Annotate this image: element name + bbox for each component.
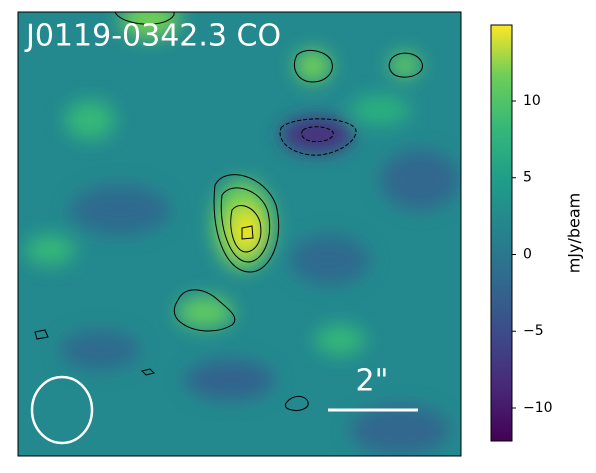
map-frame (17, 11, 462, 457)
colorbar (490, 24, 513, 442)
scale-bar-label: 2" (356, 364, 389, 399)
colorbar-tick-label: 10 (523, 93, 541, 109)
colorbar-tick-label: −10 (523, 400, 553, 416)
colorbar-tick-label: 5 (523, 170, 532, 186)
colorbar-label: mJy/beam (565, 193, 584, 274)
chart-title: J0119-0342.3 CO (24, 19, 281, 54)
map: 2" J0119-0342.3 CO (18, 12, 461, 456)
colorbar-tick-label: 0 (523, 246, 532, 262)
beam (30, 375, 94, 445)
colorbar-tick-label: −5 (523, 323, 544, 339)
